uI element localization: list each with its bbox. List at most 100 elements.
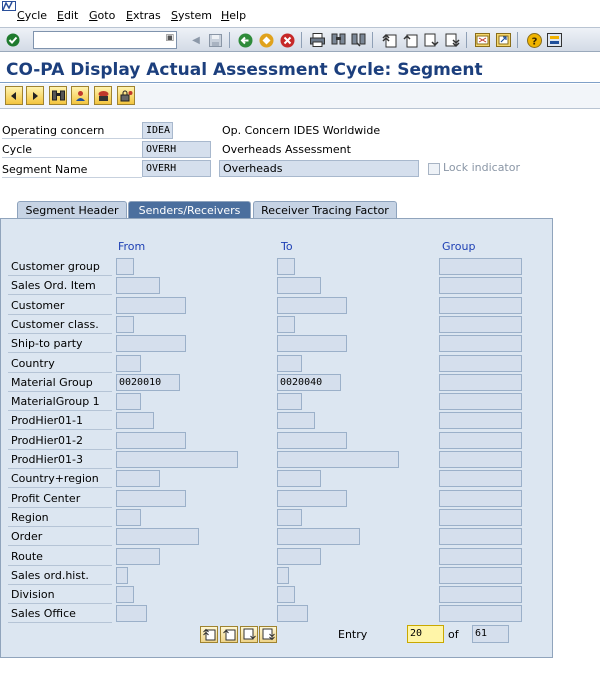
group-field-division[interactable] [439, 586, 522, 603]
group-field-sales-ord-hist[interactable] [439, 567, 522, 584]
tab-senders-receivers[interactable]: Senders/Receivers [128, 201, 251, 219]
to-field-country[interactable] [277, 355, 302, 372]
group-field-prodhier01-1[interactable] [439, 412, 522, 429]
help-icon[interactable]: ? [526, 32, 542, 48]
from-field-sales-office[interactable] [116, 605, 147, 622]
from-field-customer-class[interactable] [116, 316, 134, 333]
from-field-profit-center[interactable] [116, 490, 186, 507]
to-field-customer-class[interactable] [277, 316, 295, 333]
command-dropdown-icon[interactable]: ▣ [165, 33, 174, 43]
find-segment-icon[interactable] [49, 86, 67, 105]
first-entry-icon[interactable] [200, 626, 218, 643]
from-field-route[interactable] [116, 548, 160, 565]
sap-window-icon[interactable] [2, 1, 16, 11]
menu-edit[interactable]: Edit [57, 9, 78, 22]
other-segment-icon[interactable] [71, 86, 89, 105]
command-input[interactable] [34, 32, 160, 48]
from-field-material-group[interactable]: 0020010 [116, 374, 180, 391]
menu-cycle[interactable]: Cycle [17, 9, 47, 22]
previous-page-icon[interactable] [402, 32, 418, 48]
command-field[interactable]: ▣ [33, 31, 177, 49]
to-field-profit-center[interactable] [277, 490, 347, 507]
menu-help[interactable]: Help [221, 9, 246, 22]
lock-icon[interactable] [117, 86, 135, 105]
last-entry-icon[interactable] [259, 626, 277, 643]
from-field-prodhier01-3[interactable] [116, 451, 238, 468]
from-field-country[interactable] [116, 355, 141, 372]
group-field-prodhier01-2[interactable] [439, 432, 522, 449]
to-field-customer[interactable] [277, 297, 347, 314]
group-field-materialgroup-1[interactable] [439, 393, 522, 410]
from-field-order[interactable] [116, 528, 199, 545]
from-field-materialgroup-1[interactable] [116, 393, 141, 410]
from-field-sales-ord-hist[interactable] [116, 567, 128, 584]
last-page-icon[interactable] [444, 32, 460, 48]
to-field-prodhier01-2[interactable] [277, 432, 347, 449]
shortcut-icon[interactable] [495, 32, 511, 48]
from-field-sales-ord-item[interactable] [116, 277, 160, 294]
collapse-arrow-icon[interactable]: ◀ [192, 34, 200, 46]
enter-icon[interactable] [5, 32, 21, 48]
cancel-icon[interactable] [279, 32, 295, 48]
lock-indicator-checkbox[interactable] [428, 163, 440, 175]
save-icon[interactable] [207, 32, 223, 48]
print-icon[interactable] [309, 32, 325, 48]
to-field-sales-office[interactable] [277, 605, 308, 622]
group-field-ship-to-party[interactable] [439, 335, 522, 352]
group-field-profit-center[interactable] [439, 490, 522, 507]
next-page-icon[interactable] [423, 32, 439, 48]
from-field-prodhier01-2[interactable] [116, 432, 186, 449]
operating-concern-field[interactable]: IDEA [142, 122, 173, 139]
cycle-field[interactable]: OVERH [142, 141, 211, 158]
find-icon[interactable] [330, 32, 346, 48]
group-field-country-region[interactable] [439, 470, 522, 487]
segment-name-field[interactable]: OVERH [142, 160, 211, 177]
to-field-ship-to-party[interactable] [277, 335, 347, 352]
from-field-region[interactable] [116, 509, 141, 526]
to-field-customer-group[interactable] [277, 258, 295, 275]
group-field-country[interactable] [439, 355, 522, 372]
group-field-prodhier01-3[interactable] [439, 451, 522, 468]
group-field-sales-office[interactable] [439, 605, 522, 622]
group-field-customer-group[interactable] [439, 258, 522, 275]
group-field-customer-class[interactable] [439, 316, 522, 333]
to-field-material-group[interactable]: 0020040 [277, 374, 341, 391]
back-icon[interactable] [237, 32, 253, 48]
to-field-materialgroup-1[interactable] [277, 393, 302, 410]
group-field-route[interactable] [439, 548, 522, 565]
to-field-sales-ord-item[interactable] [277, 277, 321, 294]
first-page-icon[interactable] [381, 32, 397, 48]
group-field-sales-ord-item[interactable] [439, 277, 522, 294]
from-field-prodhier01-1[interactable] [116, 412, 154, 429]
find-next-icon[interactable] [350, 32, 366, 48]
to-field-order[interactable] [277, 528, 360, 545]
to-field-prodhier01-1[interactable] [277, 412, 315, 429]
from-field-ship-to-party[interactable] [116, 335, 186, 352]
from-field-division[interactable] [116, 586, 134, 603]
tab-segment-header[interactable]: Segment Header [17, 201, 127, 219]
tab-receiver-tracing-factor[interactable]: Receiver Tracing Factor [253, 201, 397, 219]
from-field-customer[interactable] [116, 297, 186, 314]
next-segment-icon[interactable] [26, 86, 44, 105]
menu-system[interactable]: System [171, 9, 212, 22]
group-field-order[interactable] [439, 528, 522, 545]
previous-segment-icon[interactable] [5, 86, 23, 105]
from-field-country-region[interactable] [116, 470, 160, 487]
group-field-customer[interactable] [439, 297, 522, 314]
from-field-customer-group[interactable] [116, 258, 134, 275]
create-session-icon[interactable] [474, 32, 490, 48]
to-field-division[interactable] [277, 586, 295, 603]
customize-layout-icon[interactable] [546, 32, 562, 48]
menu-goto[interactable]: Goto [89, 9, 115, 22]
exit-icon[interactable] [258, 32, 274, 48]
group-field-material-group[interactable] [439, 374, 522, 391]
to-field-route[interactable] [277, 548, 321, 565]
to-field-region[interactable] [277, 509, 302, 526]
to-field-sales-ord-hist[interactable] [277, 567, 289, 584]
previous-entry-icon[interactable] [220, 626, 238, 643]
attributes-icon[interactable] [94, 86, 112, 105]
menu-extras[interactable]: Extras [126, 9, 161, 22]
next-entry-icon[interactable] [240, 626, 258, 643]
to-field-prodhier01-3[interactable] [277, 451, 399, 468]
to-field-country-region[interactable] [277, 470, 321, 487]
